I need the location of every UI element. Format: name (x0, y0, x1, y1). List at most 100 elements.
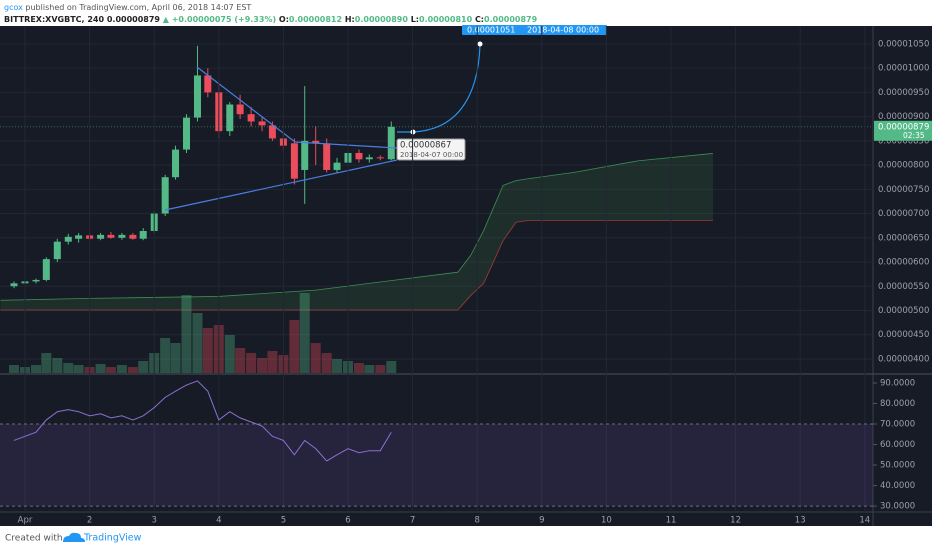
x-tick-label: 6 (345, 516, 350, 526)
volume-bar (353, 363, 364, 373)
y-tick-label: 90.0000 (880, 379, 915, 389)
logo (63, 532, 85, 542)
candle-body (236, 104, 244, 115)
candle-body (355, 152, 363, 160)
volume-bar (95, 364, 106, 373)
l-label: L: (411, 15, 419, 24)
y-tick-label: 0.00000800 (878, 161, 929, 171)
l-value: 0.00000810 (419, 15, 473, 24)
candle-body (193, 75, 201, 118)
volume-bar (192, 313, 203, 373)
x-tick-label: 7 (410, 516, 415, 526)
volume-bar (160, 338, 171, 373)
volume-bar (138, 361, 149, 373)
y-tick-label: 0.00000500 (878, 306, 929, 316)
candle-body (32, 279, 40, 282)
volume-bar (375, 365, 386, 373)
x-tick-label: Apr (18, 516, 33, 526)
volume-bar (386, 361, 397, 373)
projection-label-bg (462, 25, 607, 35)
volume-bar (289, 320, 300, 373)
candle-body (301, 140, 309, 170)
y-tick-label: 0.00000850 (878, 136, 929, 146)
volume-bar (332, 359, 343, 373)
h-label: H: (345, 15, 355, 24)
x-tick-label: 10 (601, 516, 612, 526)
last-price-label: 0.00000879 (878, 122, 929, 132)
y-tick-label: 0.00000650 (878, 233, 929, 243)
volume-bar (246, 353, 257, 373)
candle-body (53, 241, 61, 260)
rsi-band (0, 424, 873, 507)
o-label: O: (279, 15, 289, 24)
last: 0.00000879 (107, 15, 161, 24)
volume-bar (224, 335, 235, 373)
x-tick-label: 12 (730, 516, 741, 526)
y-tick-label: 0.00000450 (878, 330, 929, 340)
candle-body (226, 104, 234, 132)
rsi-line (13, 380, 392, 462)
volume-bar (63, 363, 74, 373)
volume-bar (321, 353, 332, 373)
candle-body (268, 125, 276, 139)
author[interactable]: gcox (4, 3, 23, 12)
y-tick-label: 0.00001050 (878, 39, 929, 49)
y-tick-label: 80.0000 (880, 399, 915, 409)
volume-bar (310, 343, 321, 373)
volume-bar (73, 365, 84, 373)
x-tick-label: 5 (281, 516, 286, 526)
candle-body (312, 140, 320, 144)
footer-brand[interactable]: TradingView (83, 533, 142, 544)
candle-body (290, 143, 298, 179)
volume-bar (235, 348, 246, 373)
y-tick-label: 50.0000 (880, 461, 915, 471)
footer-created: Created with (5, 534, 63, 544)
x-tick-label: 14 (859, 516, 870, 526)
volume-bar (364, 365, 375, 373)
projection-curve (397, 44, 481, 133)
candle-body (139, 231, 147, 239)
volume-bar (299, 293, 310, 373)
change: ▲ +0.00000075 (+9.33%) (163, 15, 276, 24)
header-line-1: gcox published on TradingView.com, April… (4, 3, 251, 12)
h-value: 0.00000890 (355, 15, 409, 24)
candle-body (247, 114, 255, 122)
o-value: 0.00000812 (289, 15, 342, 24)
y-tick-label: 0.00000750 (878, 185, 929, 195)
chart-bg (0, 26, 932, 526)
x-tick-label: 3 (151, 516, 156, 526)
projection-date: 2018-04-08 00:00 (527, 26, 599, 35)
c-value: 0.00000879 (484, 15, 538, 24)
header-line-2: BITTREX:XVGBTC, 240 0.00000879 ▲ +0.0000… (4, 15, 538, 24)
volume-bar (267, 351, 278, 373)
c-label: C: (475, 15, 484, 24)
y-tick-label: 30.0000 (880, 502, 915, 512)
y-tick-label: 0.00000400 (878, 354, 929, 364)
candle-body (64, 236, 72, 242)
y-tick-label: 0.00000900 (878, 112, 929, 122)
last-price-tag (874, 120, 932, 141)
candle-body (204, 75, 212, 93)
volume-bar (170, 343, 181, 373)
candle-body (333, 162, 341, 170)
candle-body (365, 157, 373, 160)
candle-body (42, 259, 50, 280)
cursor-label-bg (396, 138, 466, 161)
candle-body (172, 149, 180, 178)
symbol: BITTREX:XVGBTC, 240 (4, 15, 104, 24)
candle-body (10, 283, 18, 287)
countdown-label: 02:35 (903, 131, 925, 140)
candle-body (258, 121, 266, 126)
trend-line (164, 159, 398, 211)
y-tick-label: 0.00000700 (878, 209, 929, 219)
cursor-price: 0.00000867 (400, 141, 451, 151)
candle-body (75, 235, 83, 239)
x-tick-label: 11 (666, 516, 677, 526)
y-tick-label: 0.00000950 (878, 88, 929, 98)
y-tick-label: 0.00001000 (878, 64, 929, 74)
trend-line (196, 66, 296, 143)
candle-body (97, 234, 105, 239)
footer-bg (0, 526, 932, 550)
